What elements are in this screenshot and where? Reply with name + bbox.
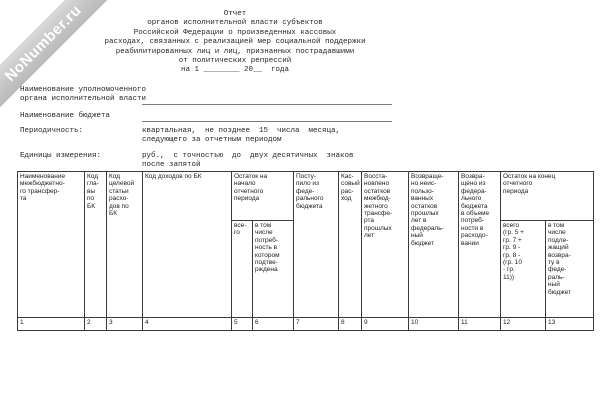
periodicity-value: квартальная, не позднее 15 числа месяца,… [142,126,341,145]
header-end-balance-group: Остаток на конец отчетного периода [500,171,594,221]
column-number-row: 1 2 3 4 5 6 7 8 9 10 11 12 13 [17,317,594,331]
header-start-total: все- го [231,220,253,318]
units-label: Единицы измерения: [20,151,102,160]
report-table: Наименование межбюджетно- го трансфер- т… [17,171,594,331]
column-number-cell: 7 [293,317,339,331]
report-form: Наименование уполномоченного органа испо… [20,86,440,170]
form-row-budget: Наименование бюджета [20,112,440,122]
column-number-cell: 2 [84,317,107,331]
column-number-cell: 13 [545,317,594,331]
form-row-units: Единицы измерения: руб., с точностью до … [20,152,440,171]
column-number-cell: 9 [361,317,409,331]
header-returned-from-federal: Возвра- щено из федера- льного бюджета в… [458,171,501,318]
header-target-article-code: Код целевой статьи расхо- дов по БК [106,171,143,318]
periodicity-label: Периодичность: [20,126,84,135]
form-row-periodicity: Периодичность: квартальная, не позднее 1… [20,127,440,146]
header-end-total-formula: всего (гр. 5 + гр. 7 + гр. 9 - гр. 8 - (… [500,220,546,318]
column-number-cell: 10 [408,317,459,331]
org-input-line[interactable] [142,95,392,105]
header-cash-expense: Кас- совый рас- ход [338,171,362,318]
column-number-cell: 11 [458,317,501,331]
column-number-cell: 6 [252,317,294,331]
column-number-cell: 5 [231,317,253,331]
header-transfer-name: Наименование межбюджетно- го трансфер- т… [17,171,85,318]
budget-label: Наименование бюджета [20,112,111,121]
units-value: руб., с точностью до двух десятичных зна… [142,151,354,170]
header-restored-balances: Восста- новлено остатков межбюд- жетного… [361,171,409,318]
column-number-cell: 3 [106,317,143,331]
header-received-federal: Посту- пило из феде- рального бюджета [293,171,339,318]
header-start-confirmed-need: в том числе потреб- ность в котором подт… [252,220,294,318]
column-number-cell: 8 [338,317,362,331]
header-income-code: Код доходов по БК [142,171,232,318]
header-end-return-federal: в том числе подле- жащий возвра- ту в фе… [545,220,594,318]
form-row-org: Наименование уполномоченного органа испо… [20,86,440,105]
column-number-cell: 1 [17,317,85,331]
column-number-cell: 4 [142,317,232,331]
header-chapter-code: Код гла- вы по БК [84,171,107,318]
column-number-cell: 12 [500,317,546,331]
header-start-balance-group: Остаток на начало отчетного периода [231,171,294,221]
budget-input-line[interactable] [142,112,392,122]
org-label: Наименование уполномоченного органа испо… [20,86,147,104]
report-title: Отчет органов исполнительной власти субъ… [104,10,366,75]
header-returned-unused: Возвраще- но неис- пользо- ванных остатк… [408,171,459,318]
